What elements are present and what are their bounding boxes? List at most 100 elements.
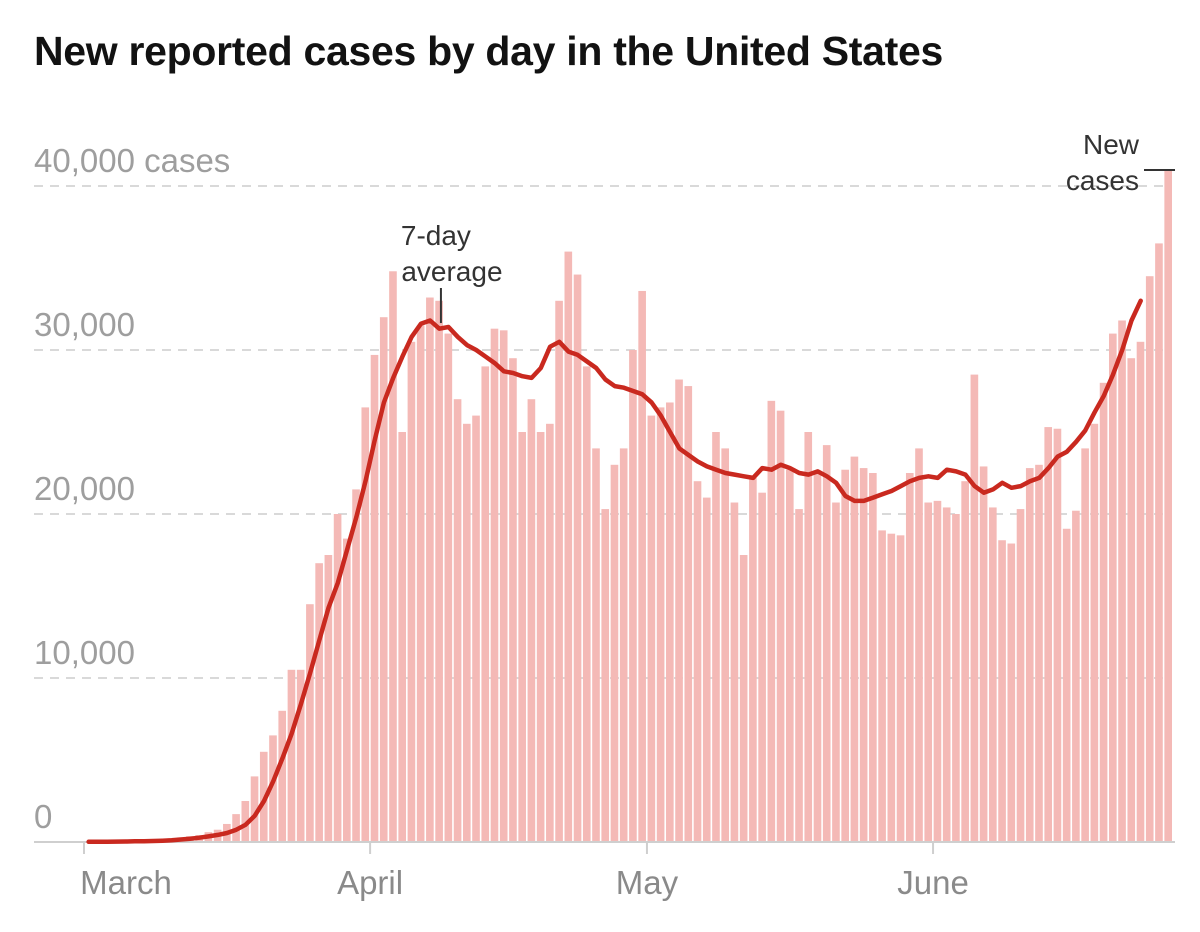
- bar: [1155, 243, 1163, 842]
- bar: [573, 274, 582, 842]
- bar: [785, 469, 794, 842]
- bar: [361, 407, 370, 842]
- bar: [979, 466, 988, 842]
- bar: [453, 399, 462, 842]
- bar: [426, 297, 434, 842]
- bar: [647, 415, 656, 842]
- y-tick-label: 20,000: [34, 470, 135, 507]
- bar: [905, 473, 914, 842]
- bar: [499, 330, 508, 842]
- bar: [564, 251, 573, 843]
- bar: [638, 290, 646, 843]
- bar: [1007, 543, 1016, 842]
- bar: [435, 300, 443, 842]
- bar: [407, 341, 416, 842]
- bar: [1062, 528, 1071, 842]
- bar: [804, 432, 813, 842]
- bar: [998, 540, 1006, 842]
- bar: [859, 468, 868, 842]
- bar: [1145, 276, 1154, 842]
- bar: [324, 555, 333, 842]
- bar: [970, 374, 979, 842]
- bar: [444, 333, 453, 842]
- bar: [610, 464, 619, 842]
- bar: [850, 456, 859, 842]
- bar: [555, 300, 563, 842]
- bar: [629, 350, 637, 842]
- average-annotation: 7-day average: [401, 220, 503, 324]
- bar: [942, 507, 951, 842]
- bar: [822, 445, 831, 842]
- bar: [1127, 358, 1136, 842]
- bar: [1044, 427, 1053, 842]
- bar: [749, 477, 757, 842]
- bar: [739, 555, 748, 842]
- bar: [509, 358, 517, 842]
- bar: [712, 432, 720, 842]
- bar: [675, 379, 683, 842]
- new-cases-annotation: New cases: [1066, 129, 1175, 196]
- bar: [241, 801, 250, 842]
- bar: [462, 423, 471, 842]
- bar: [832, 502, 840, 842]
- bar: [693, 481, 702, 842]
- y-tick-label: 0: [34, 798, 52, 835]
- bar: [869, 473, 877, 842]
- bar: [1164, 169, 1172, 843]
- bar: [287, 669, 296, 842]
- bar: [416, 325, 425, 842]
- bar: [536, 432, 545, 842]
- bar: [730, 502, 739, 842]
- bar: [758, 492, 766, 842]
- bar: [1099, 382, 1108, 842]
- bar: [1118, 320, 1126, 843]
- bar: [933, 500, 942, 842]
- bar: [841, 469, 849, 842]
- chart-title: New reported cases by day in the United …: [34, 28, 943, 74]
- bar: [370, 354, 379, 842]
- bar: [398, 432, 407, 842]
- annotation-label: cases: [1066, 165, 1139, 196]
- bar: [924, 502, 933, 842]
- bar: [1108, 333, 1117, 842]
- y-tick-label: 40,000 cases: [34, 142, 230, 179]
- bar: [601, 509, 610, 842]
- bar: [887, 533, 896, 842]
- bar: [546, 423, 554, 842]
- bar: [379, 317, 388, 842]
- x-tick-label: April: [337, 864, 403, 901]
- bar: [684, 386, 693, 842]
- bar: [702, 497, 711, 842]
- bar: [767, 400, 776, 842]
- bar: [527, 399, 536, 842]
- bar: [1016, 509, 1025, 842]
- bar: [269, 735, 277, 842]
- y-tick-label: 10,000: [34, 634, 135, 671]
- bar: [1035, 464, 1043, 842]
- bar: [250, 776, 259, 842]
- bar: [481, 366, 490, 842]
- bar: [952, 514, 960, 842]
- bar: [1136, 341, 1145, 842]
- bar: [389, 271, 397, 842]
- bar: [896, 535, 905, 842]
- bar: [961, 481, 969, 842]
- average-line: [86, 298, 1143, 845]
- x-tick-label: May: [616, 864, 679, 901]
- bar: [989, 507, 997, 842]
- y-tick-label: 30,000: [34, 306, 135, 343]
- bar: [666, 402, 674, 842]
- bar: [813, 473, 822, 842]
- bar: [1090, 423, 1099, 842]
- bar: [1081, 448, 1089, 842]
- bar: [490, 328, 499, 842]
- bar: [795, 509, 803, 842]
- bar: [656, 407, 665, 842]
- x-tick-label: March: [80, 864, 172, 901]
- bar: [915, 448, 923, 842]
- x-tick-label: June: [897, 864, 969, 901]
- bar: [472, 415, 480, 842]
- bar: [518, 432, 526, 842]
- bar: [582, 366, 591, 842]
